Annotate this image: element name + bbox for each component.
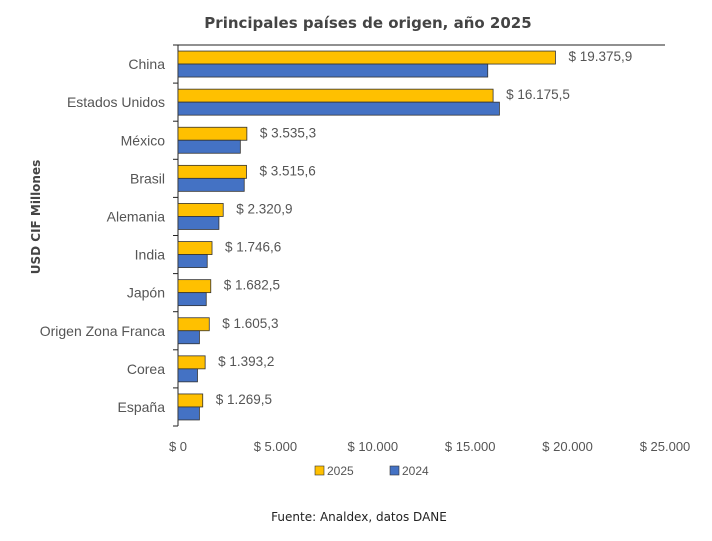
plot-area: China $ 19.375,9 Estados Unidos $ 16.175,5 M… (40, 44, 691, 454)
bar-2024-origen-zona-franca (177, 330, 200, 345)
bar-2024-japón (177, 292, 207, 307)
category-label: Origen Zona Franca (40, 323, 165, 339)
category-label: Alemania (107, 208, 166, 224)
chart-title: Principales países de origen, año 2025 (204, 14, 531, 32)
x-tick-label: $ 15.000 (445, 439, 496, 454)
bar-2025-corea (177, 355, 206, 370)
y-axis-label: USD CIF Millones (29, 160, 43, 275)
category-label: India (135, 247, 166, 263)
data-label: $ 3.515,6 (259, 163, 315, 178)
bar-2025-alemania (177, 203, 224, 217)
data-label: $ 1.393,2 (218, 354, 274, 369)
x-tick-label: $ 25.000 (640, 439, 691, 454)
bar-2024-corea (177, 368, 198, 383)
data-label: $ 3.535,3 (260, 125, 316, 140)
category-label: Corea (127, 361, 165, 377)
data-label: $ 2.320,9 (236, 201, 292, 216)
legend: 2025 2024 (314, 464, 429, 478)
bar-2024-estados-unidos (177, 101, 500, 116)
bar-2025-origen-zona-franca (177, 317, 210, 332)
x-tick-label: $ 20.000 (542, 439, 593, 454)
bar-2024-méxico (177, 139, 241, 154)
data-label: $ 16.175,5 (506, 87, 570, 102)
bar-2024-china (177, 63, 489, 78)
bar-2025-méxico (177, 126, 248, 141)
data-label: $ 1.269,5 (216, 392, 272, 407)
bar-2024-brasil (177, 177, 245, 192)
bar-2025-china (177, 50, 556, 65)
category-label: Brasil (130, 170, 165, 186)
category-label: España (118, 399, 166, 415)
legend-label-2024: 2024 (402, 464, 429, 478)
bar-2025-españa (177, 393, 204, 408)
bar-2024-españa (177, 406, 200, 421)
bar-2024-india (177, 254, 208, 268)
category-label: México (121, 132, 166, 148)
bar-2025-estados-unidos (177, 88, 494, 103)
category-label: Japón (127, 285, 165, 301)
x-tick-label: $ 10.000 (347, 439, 398, 454)
legend-swatch-2025 (314, 465, 325, 476)
bar-2025-japón (177, 279, 212, 294)
x-tick-label: $ 0 (169, 439, 187, 454)
bar-2025-india (177, 241, 213, 255)
bar-2024-alemania (177, 216, 220, 230)
category-label: Estados Unidos (67, 94, 165, 110)
data-label: $ 1.605,3 (222, 316, 278, 331)
data-label: $ 1.746,6 (225, 240, 281, 255)
bar-2025-brasil (177, 164, 247, 179)
data-label: $ 1.682,5 (224, 278, 280, 293)
category-label: China (128, 56, 165, 72)
source-note: Fuente: Analdex, datos DANE (271, 510, 447, 524)
legend-label-2025: 2025 (327, 464, 354, 478)
x-tick-label: $ 5.000 (254, 439, 297, 454)
data-label: $ 19.375,9 (568, 49, 632, 64)
legend-swatch-2024 (389, 465, 400, 476)
